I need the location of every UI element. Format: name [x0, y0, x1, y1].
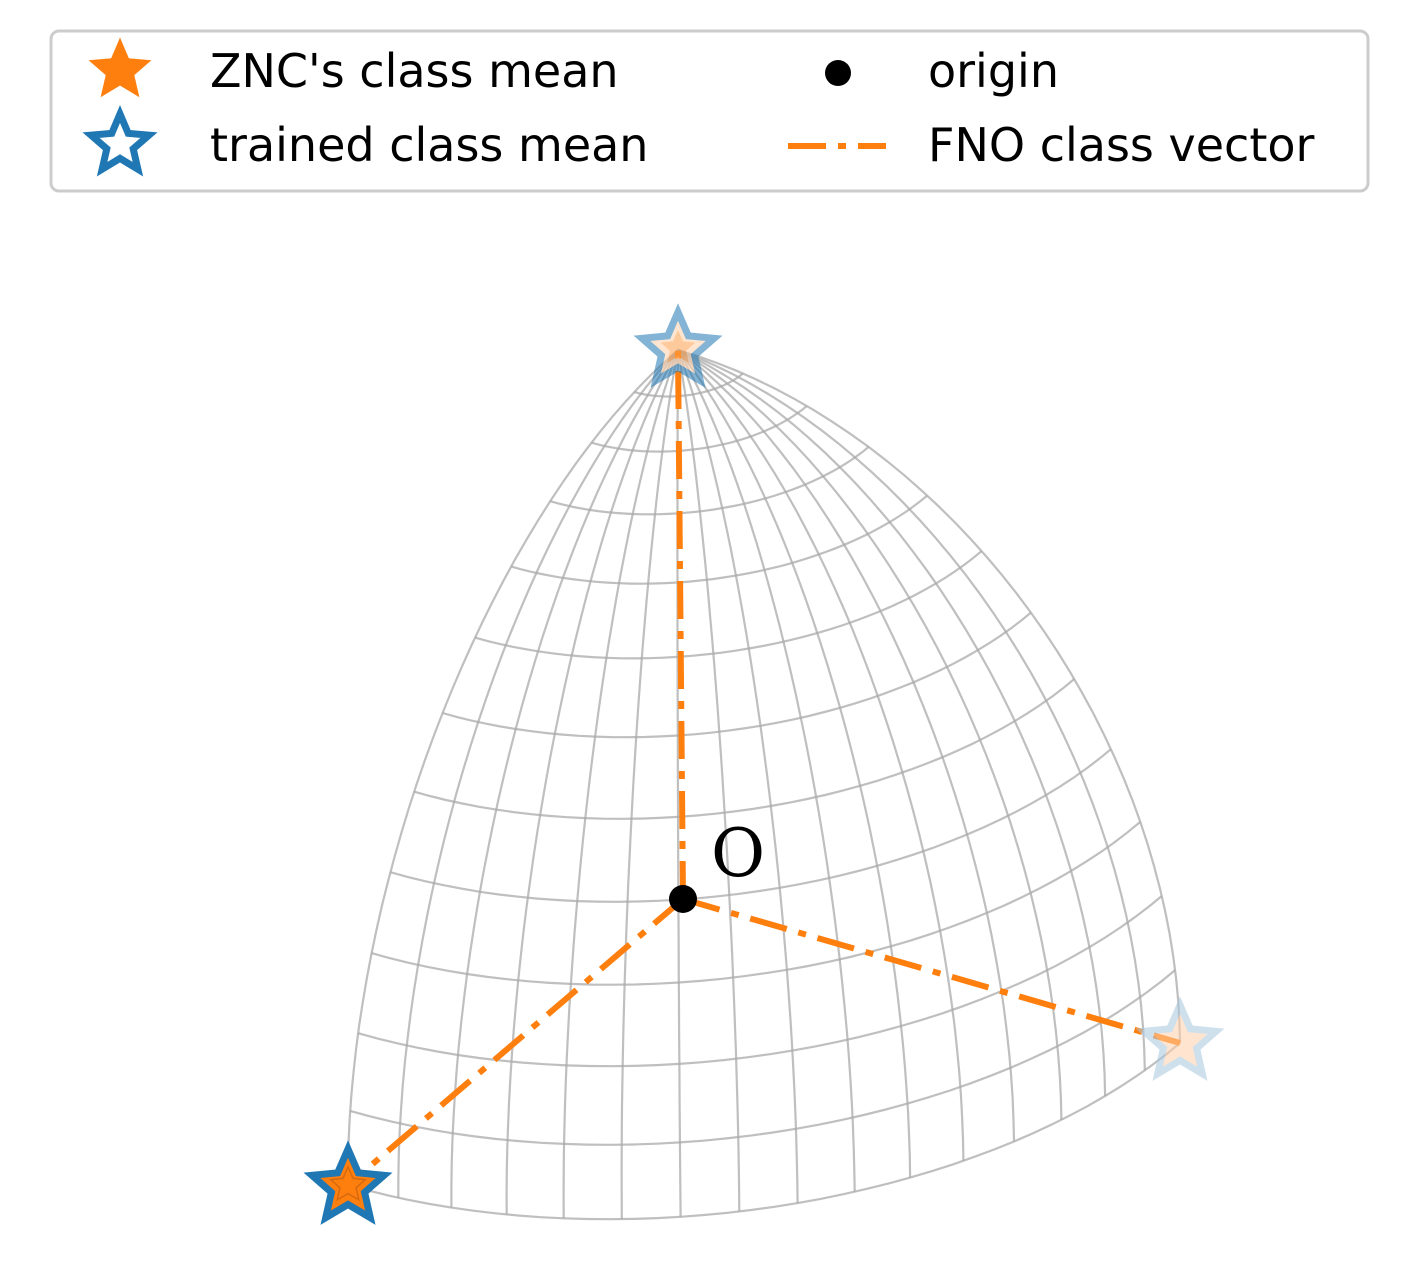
grid-latitude [549, 446, 870, 516]
legend-origin-dot-icon [825, 60, 851, 86]
grid-latitude [413, 678, 1075, 820]
class-vectors [346, 349, 1181, 1188]
origin-label: O [711, 815, 765, 892]
grid-latitude [347, 1042, 1181, 1221]
grid-latitude [349, 969, 1176, 1146]
sphere-grid [346, 348, 1182, 1221]
origin-dot [669, 885, 697, 913]
legend-label-znc-mean: ZNC's class mean [210, 44, 619, 98]
legend-label-trained-mean: trained class mean [210, 118, 648, 172]
grid-meridian [397, 349, 679, 1198]
class-mean-top-star-icon [633, 303, 723, 388]
legend-label-origin: origin [928, 44, 1059, 98]
grid-latitude [634, 372, 744, 398]
class-means [303, 303, 1225, 1225]
grid-meridian [505, 349, 679, 1215]
grid-meridian [346, 349, 679, 1186]
grid-meridian [620, 349, 680, 1220]
grid-latitude [591, 405, 808, 453]
class-vector-left [346, 896, 685, 1188]
grid-latitude [442, 611, 1032, 739]
legend-frame [49, 29, 1370, 193]
legend-label-fno-vector: FNO class vector [928, 118, 1315, 172]
class-vector-top [675, 349, 686, 900]
class-mean-right-star-icon [1135, 996, 1225, 1081]
legend: ZNC's class mean trained class mean orig… [49, 29, 1370, 193]
class-vector-right [682, 896, 1181, 1046]
grid-latitude [510, 494, 928, 585]
legend-hollow-star-icon [82, 105, 158, 177]
grid-meridian [676, 349, 741, 1212]
grid-latitude [390, 748, 1112, 903]
class-mean-left-star-icon [303, 1140, 393, 1225]
grid-latitude [357, 895, 1163, 1068]
legend-filled-star-icon [88, 37, 152, 98]
grid-meridian [677, 349, 1107, 1097]
grid-latitude [474, 550, 983, 660]
grid-meridian [676, 349, 682, 1217]
grid-latitude [371, 821, 1141, 986]
